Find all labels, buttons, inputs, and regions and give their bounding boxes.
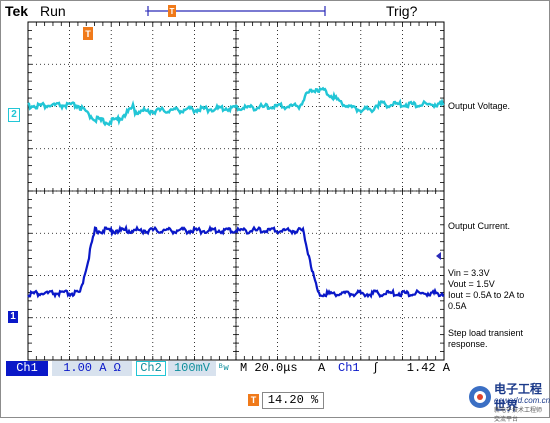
trigger-slope-icon: ∫ [372,361,380,375]
ch2-ground-marker: 2 [8,108,20,122]
ch2-bandwidth-icon: ᴮw [218,363,229,373]
output-current-label: Output Current. [448,221,511,231]
trigger-position-icon: T [248,394,259,406]
ch1-ground-marker: 1 [8,311,18,323]
ch1-scale: 1.00 A Ω [52,361,132,376]
trigger-position-value: 14.20 % [262,392,324,409]
bottom-status-bar: Ch1 1.00 A Ω Ch2 100mV ᴮw M 20.0μs A Ch1… [0,360,550,378]
trigger-level-arrow [436,252,441,260]
trigger-position-marker [168,5,176,17]
output-voltage-label: Output Voltage. [448,101,511,111]
trigger-source: Ch1 [338,361,360,375]
eeworld-logo-icon [469,386,491,408]
note-line-2: response. [448,339,488,349]
ch2-scale: 100mV [168,361,216,376]
top-status-bar: Tek Run T Trig? [0,0,550,22]
watermark-cn: 电子工程世界 [494,382,543,413]
timebase: M 20.0μs [240,361,298,375]
svg-text:T: T [85,29,91,39]
note-line-1: Step load transient [448,328,524,338]
iout-text-cont: 0.5A [448,301,467,311]
ch2-voltage-trace [27,86,445,127]
note-label: Step load transient response. [448,328,523,350]
iout-text: Iout = 0.5A to 2A to [448,290,525,300]
watermark-en: eeworld.com.cn [494,396,550,405]
ch1-current-trace [27,224,445,299]
svg-text:T: T [170,7,175,16]
trigger-level: 1.42 A [406,361,450,375]
run-state: Run [40,3,66,19]
vin-text: Vin = 3.3V [448,268,490,278]
watermark-sub: 新电子技术工程师交流平台 [494,408,543,423]
trigger-mode: A [318,361,326,375]
graticule [27,21,445,361]
eeworld-watermark: 电子工程世界 eeworld.com.cn 新电子技术工程师交流平台 [468,380,550,423]
brand-label: Tek [5,3,29,19]
record-position-indicator: T [145,5,326,17]
conditions-label: Vin = 3.3V Vout = 1.5V Iout = 0.5A to 2A… [448,268,524,312]
ch1-label: Ch1 [6,361,48,376]
vout-text: Vout = 1.5V [448,279,495,289]
ch2-label: Ch2 [136,361,166,376]
trigger-time-marker [83,27,93,40]
trigger-state: Trig? [386,3,418,19]
